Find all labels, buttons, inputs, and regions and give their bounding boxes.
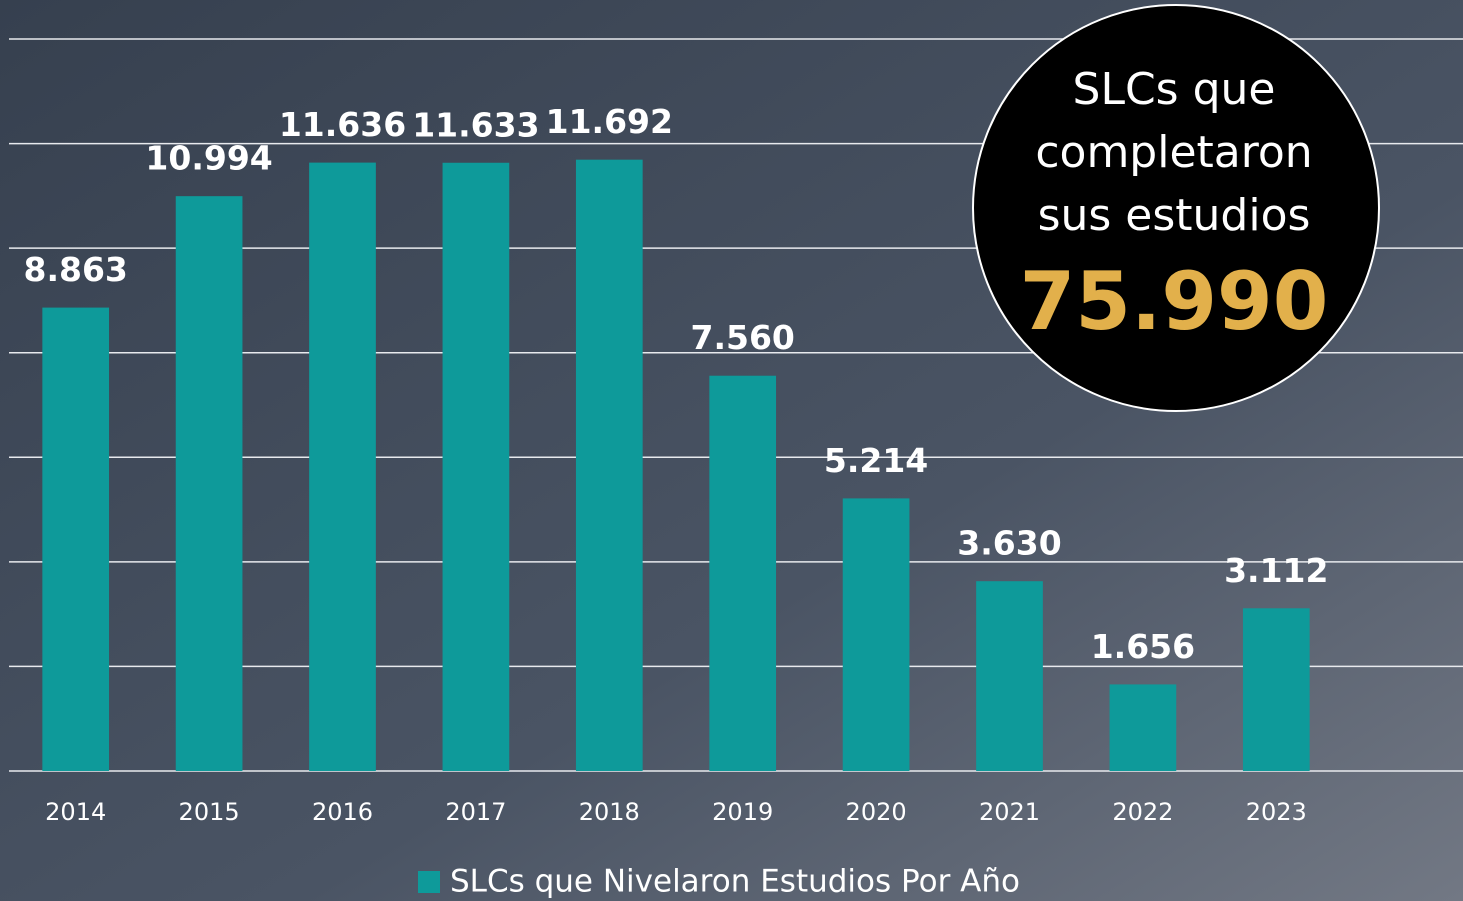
bar [1109, 684, 1177, 771]
legend-label: SLCs que Nivelaron Estudios Por Año [450, 864, 1020, 900]
data-label: 11.636 [279, 105, 406, 144]
annotation-text: SLCs que [1073, 64, 1276, 115]
annotation-text: sus estudios [1038, 190, 1311, 241]
x-tick-label: 2021 [979, 798, 1040, 826]
data-label: 1.656 [1091, 627, 1195, 666]
annotation-text: completaron [1035, 127, 1312, 178]
plot: 2014 2015 2016 2017 2018 2019 2020 2021 2022 2023… [9, 38, 1463, 900]
bar [976, 581, 1043, 771]
annotation-total: 75.990 [1020, 255, 1329, 348]
data-label: 3.112 [1224, 551, 1328, 590]
x-tick-label: 2022 [1112, 798, 1173, 826]
annotation: SLCs que completaron sus estudios 75.990 [972, 4, 1380, 412]
data-label: 7.560 [691, 318, 795, 357]
x-tick-label: 2015 [179, 798, 240, 826]
x-tick-label: 2014 [45, 798, 106, 826]
data-label: 5.214 [824, 441, 928, 480]
bar [842, 498, 910, 771]
bar [175, 196, 243, 772]
bar [1242, 608, 1310, 771]
annotation-circle [972, 4, 1380, 412]
x-tick-label: 2019 [712, 798, 773, 826]
x-tick-label: 2016 [312, 798, 373, 826]
data-label: 8.863 [24, 250, 128, 289]
x-tick-label: 2017 [445, 798, 506, 826]
data-label: 11.633 [412, 105, 539, 144]
data-label: 10.994 [145, 139, 272, 178]
x-tick-label: 2023 [1246, 798, 1307, 826]
bar [42, 307, 110, 771]
legend-swatch [418, 871, 440, 893]
bar [442, 162, 510, 772]
bar [575, 159, 643, 772]
bar [709, 375, 777, 771]
x-tick-label: 2018 [579, 798, 640, 826]
data-label: 11.692 [546, 102, 673, 141]
data-label: 3.630 [957, 524, 1061, 563]
x-tick-label: 2020 [846, 798, 907, 826]
bar [309, 162, 376, 772]
